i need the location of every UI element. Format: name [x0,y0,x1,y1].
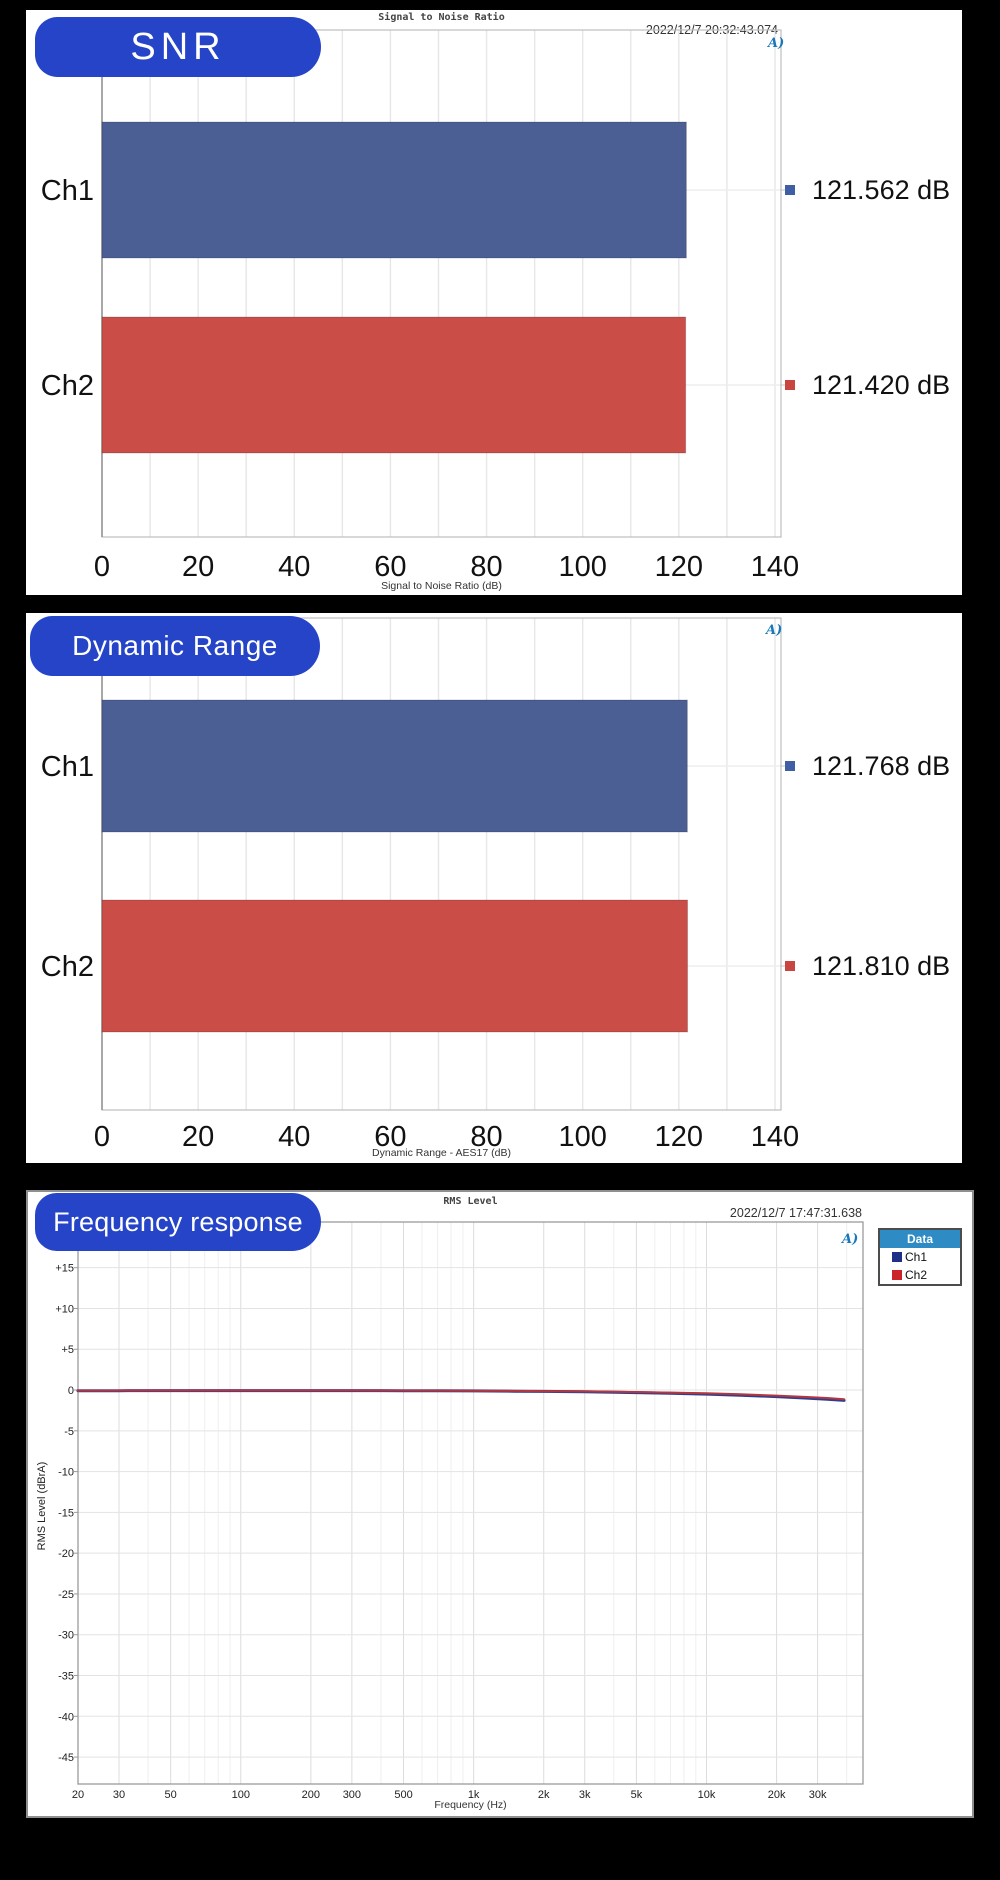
rms-level-line-chart: +15 +10 +5 0 -5 -10 -15 -20 -25 -30 -35 -40 -45 20 30 5… [55,1221,864,1801]
x-tick-label: 120 [655,551,703,583]
audio-precision-logo-icon: A) [766,623,783,638]
y-tick-label: -45 [58,1752,74,1764]
y-tick-label: -15 [58,1507,74,1519]
x-tick-label: 2k [538,1789,550,1801]
rms-level-chart-title: RMS Level [443,1196,498,1207]
y-tick-label: +10 [55,1303,74,1315]
x-tick-label: 50 [165,1789,177,1801]
curve-ch1 [76,1389,846,1402]
y-tick-label: -30 [58,1630,74,1642]
value-marker-ch2 [785,380,795,390]
snr-badge: SNR [35,17,321,77]
x-tick-label: 60 [374,551,406,583]
value-marker-ch1 [785,185,795,195]
legend-item-ch1: Ch1 [880,1248,960,1266]
curve-ch2 [77,1389,846,1401]
category-label-ch2: Ch2 [41,951,94,983]
y-tick-label: -40 [58,1711,74,1723]
bar-ch2 [101,899,689,1033]
x-tick-label: 0 [94,551,110,583]
dynamic-range-chart-panel: Dynamic Range A) Ch1 121.768 dB Ch2 121.810… [26,613,962,1163]
x-tick-label: 100 [232,1789,250,1801]
x-tick-label: 20k [768,1789,786,1801]
audio-precision-logo-icon: A) [842,1232,859,1247]
x-tick-label: 20 [182,551,214,583]
bar-ch1 [101,699,688,833]
bar-ch1 [101,121,687,259]
data-legend: Data Ch1 Ch2 [878,1228,962,1286]
legend-item-label: Ch1 [905,1250,928,1264]
frequency-response-chart-panel: Frequency response RMS Level 2022/12/7 1… [26,1190,974,1818]
x-tick-label: 30 [113,1789,125,1801]
x-tick-label: 0 [94,1121,110,1153]
legend-item-ch2: Ch2 [880,1266,960,1284]
x-tick-label: 140 [751,551,799,583]
y-tick-label: -20 [58,1548,74,1560]
frequency-x-axis-label: Frequency (Hz) [434,1799,507,1811]
y-tick-label: +15 [55,1263,74,1275]
value-marker-ch2 [785,961,795,971]
frequency-response-timestamp: 2022/12/7 17:47:31.638 [729,1206,862,1220]
value-marker-ch1 [785,761,795,771]
value-label-ch1: 121.768 dB [812,751,950,781]
rms-level-y-axis-label: RMS Level (dBrA) [36,1461,48,1551]
x-tick-label: 30k [809,1789,827,1801]
x-tick-label: 500 [394,1789,412,1801]
x-tick-label: 60 [374,1121,406,1153]
x-tick-label: 20 [72,1789,84,1801]
snr-chart-panel: SNR Signal to Noise Ratio 2022/12/7 20:3… [26,10,962,595]
x-tick-label: 20 [182,1121,214,1153]
y-tick-label: -5 [64,1426,74,1438]
x-tick-label: 200 [302,1789,320,1801]
y-tick-label: -35 [58,1671,74,1683]
legend-header: Data [880,1230,960,1248]
x-tick-label: 300 [343,1789,361,1801]
x-tick-label: 5k [631,1789,643,1801]
x-tick-label: 100 [559,1121,607,1153]
value-label-ch2: 121.810 dB [812,951,950,981]
y-tick-label: -25 [58,1589,74,1601]
x-tick-label: 40 [278,551,310,583]
plot-border [77,1221,864,1785]
dynamic-range-x-axis-label: Dynamic Range - AES17 (dB) [372,1147,511,1159]
frequency-response-badge: Frequency response [35,1193,321,1251]
x-tick-label: 1k [468,1789,480,1801]
legend-item-label: Ch2 [905,1268,928,1282]
legend-swatch-icon [892,1252,902,1262]
y-tick-label: -10 [58,1467,74,1479]
y-tick-label: 0 [68,1385,74,1397]
x-tick-label: 10k [698,1789,716,1801]
category-label-ch2: Ch2 [41,370,94,402]
x-tick-label: 80 [470,1121,502,1153]
category-label-ch1: Ch1 [41,175,94,207]
category-label-ch1: Ch1 [41,751,94,783]
snr-x-axis-label: Signal to Noise Ratio (dB) [381,580,502,592]
y-tick-label: +5 [61,1344,74,1356]
dynamic-range-bar-chart: Ch1 121.768 dB Ch2 121.810 dB 0 20 40 60 80 100 12… [41,617,950,1153]
x-tick-label: 120 [655,1121,703,1153]
legend-swatch-icon [892,1270,902,1280]
x-tick-label: 140 [751,1121,799,1153]
value-label-ch2: 121.420 dB [812,370,950,400]
value-label-ch1: 121.562 dB [812,175,950,205]
bar-ch2 [101,316,687,454]
x-tick-label: 80 [470,551,502,583]
x-tick-label: 3k [579,1789,591,1801]
x-tick-label: 100 [559,551,607,583]
audio-precision-logo-icon: A) [768,36,785,51]
snr-chart-title: Signal to Noise Ratio [378,12,505,23]
dynamic-range-badge: Dynamic Range [30,616,320,676]
x-tick-label: 40 [278,1121,310,1153]
snr-bar-chart: Ch1 121.562 dB Ch2 121.420 dB 0 20 40 60 80 100 12… [41,29,950,583]
